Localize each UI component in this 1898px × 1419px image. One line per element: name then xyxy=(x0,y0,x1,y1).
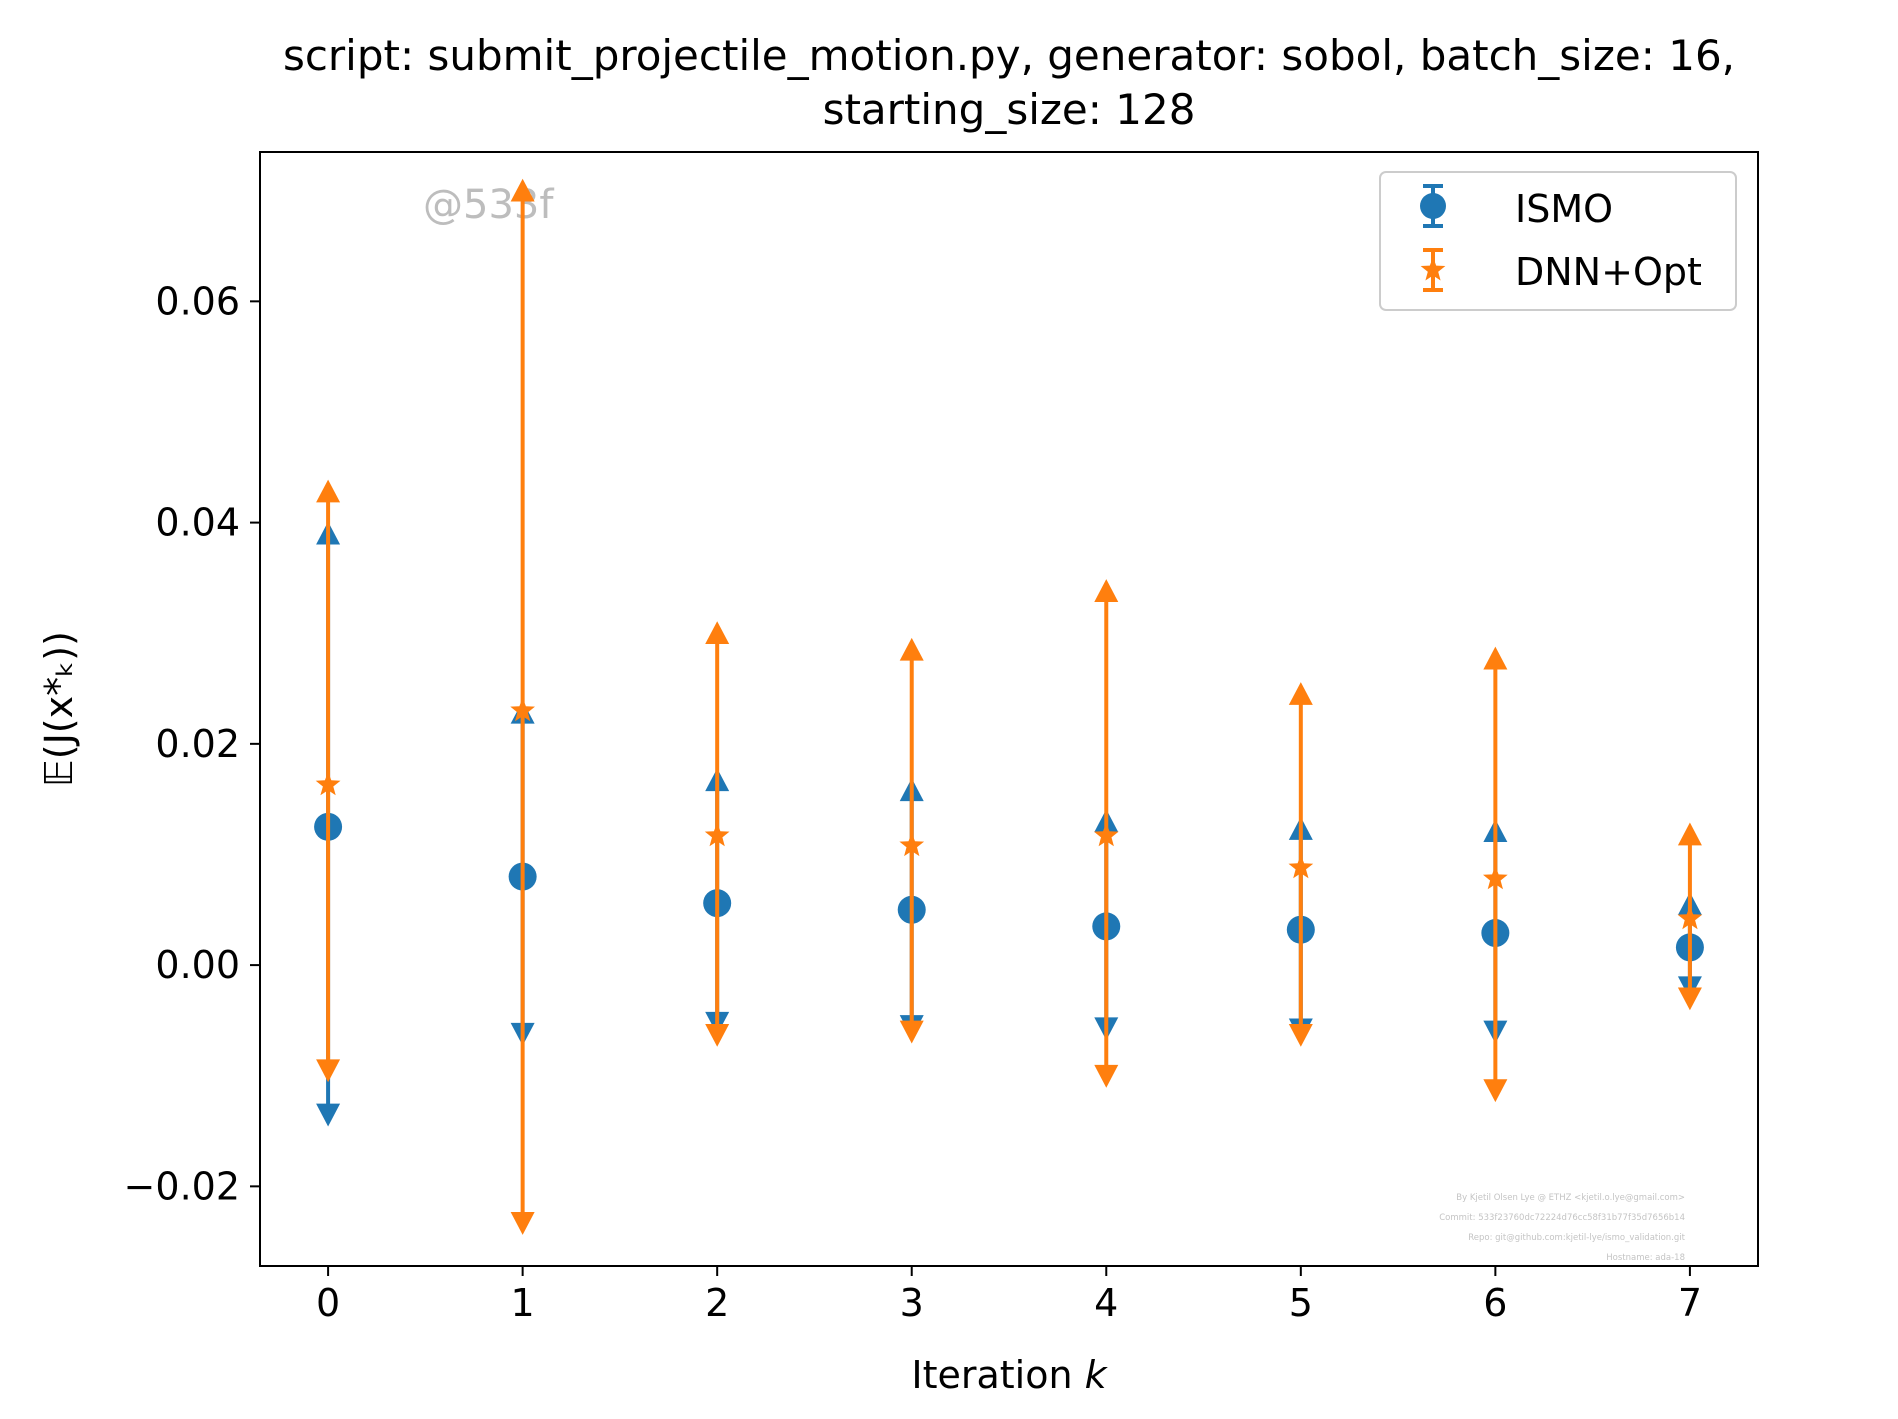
x-tick-label: 2 xyxy=(705,1281,729,1325)
credit-line: Hostname: ada-18 xyxy=(1606,1253,1685,1263)
legend-circle xyxy=(1420,193,1446,219)
x-tick-label: 4 xyxy=(1094,1281,1118,1325)
y-axis-label: 𝔼(J(x*ₖ)) xyxy=(37,631,81,787)
error-cap-lower xyxy=(1677,987,1702,1011)
axes-frame xyxy=(259,151,1759,1267)
credit-line: By Kjetil Olsen Lye @ ETHZ <kjetil.o.lye… xyxy=(1456,1193,1685,1203)
error-cap-upper xyxy=(1094,579,1119,602)
legend-star xyxy=(1420,257,1446,281)
y-tick-label: 0.06 xyxy=(155,279,240,323)
x-axis-label: Iteration k xyxy=(911,1353,1108,1397)
error-cap-upper xyxy=(510,178,535,202)
legend-dnn-marker xyxy=(1420,248,1446,292)
plot-area xyxy=(314,178,1704,1235)
data-point xyxy=(315,771,341,796)
credit-line: Repo: git@github.com:kjetil-lye/ismo_val… xyxy=(1468,1233,1685,1243)
y-tick-label: 0.00 xyxy=(155,943,240,987)
error-cap-lower xyxy=(510,1212,535,1235)
x-tick-label: 3 xyxy=(900,1281,924,1325)
axis-ticks: 0 1 2 3 4 5 6 7 −0.02 0.00 0.02 0.04 0.06 xyxy=(124,279,1702,1325)
y-tick-label: −0.02 xyxy=(124,1164,240,1208)
credits-block: By Kjetil Olsen Lye @ ETHZ <kjetil.o.lye… xyxy=(1439,1193,1685,1263)
x-tick-label: 5 xyxy=(1289,1281,1313,1325)
x-tick-label: 6 xyxy=(1483,1281,1507,1325)
y-tick-label: 0.04 xyxy=(155,501,240,545)
series-dnn-opt xyxy=(315,178,1703,1235)
x-tick-label: 7 xyxy=(1678,1281,1702,1325)
legend-dnn-label: DNN+Opt xyxy=(1515,250,1702,294)
error-cap-lower xyxy=(1094,1064,1119,1088)
legend-box xyxy=(1379,171,1737,311)
data-point xyxy=(1483,865,1508,890)
credit-line: Commit: 533f23760dc72224d76cc58f31b77f35… xyxy=(1439,1213,1685,1223)
x-tick-label: 1 xyxy=(511,1281,535,1325)
error-cap-lower xyxy=(705,1023,730,1047)
data-point xyxy=(1093,822,1119,847)
legend: ISMO DNN+Opt xyxy=(1379,171,1737,311)
error-cap-upper xyxy=(1483,646,1508,670)
error-cap-upper xyxy=(899,637,924,661)
error-cap-upper xyxy=(316,479,341,503)
legend-ismo-marker xyxy=(1420,184,1446,228)
chart-title-line1: script: submit_projectile_motion.py, gen… xyxy=(283,31,1735,80)
error-cap-lower xyxy=(899,1020,924,1044)
data-point xyxy=(1288,854,1314,879)
error-cap-lower xyxy=(1483,1079,1508,1103)
error-cap-lower xyxy=(316,1103,341,1127)
chart-title-line2: starting_size: 128 xyxy=(823,85,1196,134)
y-tick-label: 0.02 xyxy=(155,722,240,766)
legend-ismo-label: ISMO xyxy=(1515,187,1613,231)
error-cap-upper xyxy=(1677,822,1702,846)
watermark-text: @533f xyxy=(423,182,554,228)
data-point xyxy=(899,832,925,857)
data-point xyxy=(704,822,730,847)
error-cap-upper xyxy=(1288,682,1313,705)
x-tick-label: 0 xyxy=(316,1281,340,1325)
data-point xyxy=(1677,905,1703,930)
error-cap-upper xyxy=(705,621,730,645)
error-cap-lower xyxy=(1288,1023,1313,1047)
error-cap-lower xyxy=(316,1059,341,1083)
data-point xyxy=(510,697,535,722)
